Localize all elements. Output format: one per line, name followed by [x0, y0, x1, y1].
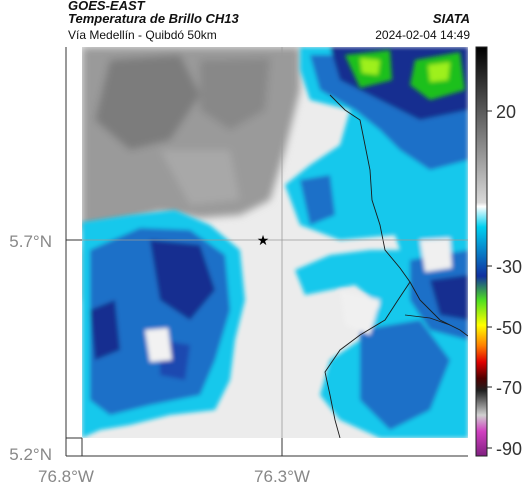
brightness-temperature-image: [82, 47, 468, 438]
datetime-label: 2024-02-04 14:49: [375, 28, 470, 42]
colorbar-tick-label: -90: [496, 439, 522, 459]
region-subtitle: Vía Medellín - Quibdó 50km: [68, 28, 217, 42]
star-icon: ★: [257, 233, 270, 249]
colorbar-tick-label: -30: [496, 257, 522, 277]
lat-tick-label: 5.2°N: [9, 445, 52, 464]
colorbar: [475, 46, 488, 457]
lat-tick-label: 5.7°N: [9, 232, 52, 251]
lon-tick-label: 76.8°W: [38, 467, 94, 486]
satellite-title: GOES-EAST: [68, 0, 145, 13]
organization-label: SIATA: [432, 11, 470, 26]
lon-tick-label: 76.3°W: [254, 467, 310, 486]
colorbar-tick-label: 20: [496, 102, 516, 122]
product-title: Temperatura de Brillo CH13: [68, 11, 239, 26]
colorbar-tick-label: -50: [496, 318, 522, 338]
colorbar-tick-label: -70: [496, 378, 522, 398]
